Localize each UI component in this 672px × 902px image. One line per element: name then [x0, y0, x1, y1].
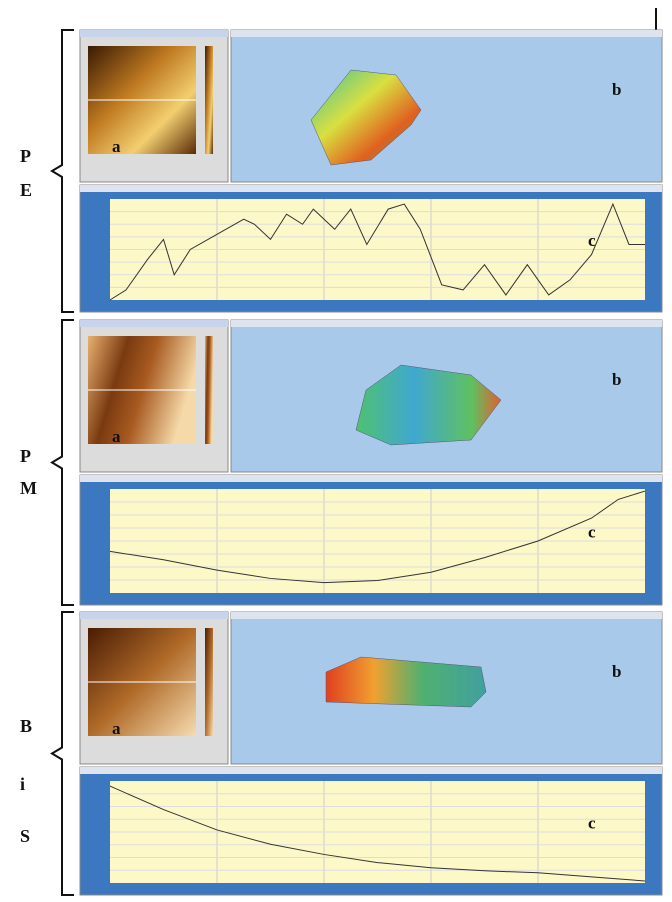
panel-label: a	[112, 137, 121, 156]
color-scale	[205, 336, 213, 444]
color-scale	[205, 46, 213, 154]
title-bar	[80, 475, 662, 482]
panel-label: b	[612, 370, 621, 389]
panel-label: a	[112, 427, 121, 446]
title-bar	[231, 30, 662, 37]
panel-label: c	[588, 813, 596, 832]
group-label: i	[20, 774, 25, 794]
panel-label: b	[612, 662, 621, 681]
figure: PEabcPMabcBiSabc	[0, 0, 672, 902]
group-label: S	[20, 826, 30, 846]
title-bar	[80, 185, 662, 192]
brace	[52, 30, 74, 312]
panel-label: c	[588, 522, 596, 541]
title-bar	[80, 612, 228, 619]
panel-label: c	[588, 231, 596, 250]
title-bar	[231, 612, 662, 619]
color-scale	[205, 628, 213, 736]
group-label: P	[20, 146, 31, 166]
window	[231, 30, 662, 182]
title-bar	[80, 30, 228, 37]
title-bar	[80, 767, 662, 774]
panel-label: b	[612, 80, 621, 99]
group-label: P	[20, 446, 31, 466]
brace	[52, 320, 74, 605]
title-bar	[80, 320, 228, 327]
group-label: B	[20, 716, 32, 736]
group-label: E	[20, 180, 32, 200]
title-bar	[231, 320, 662, 327]
group-label: M	[20, 478, 37, 498]
brace	[52, 612, 74, 895]
panel-label: a	[112, 719, 121, 738]
